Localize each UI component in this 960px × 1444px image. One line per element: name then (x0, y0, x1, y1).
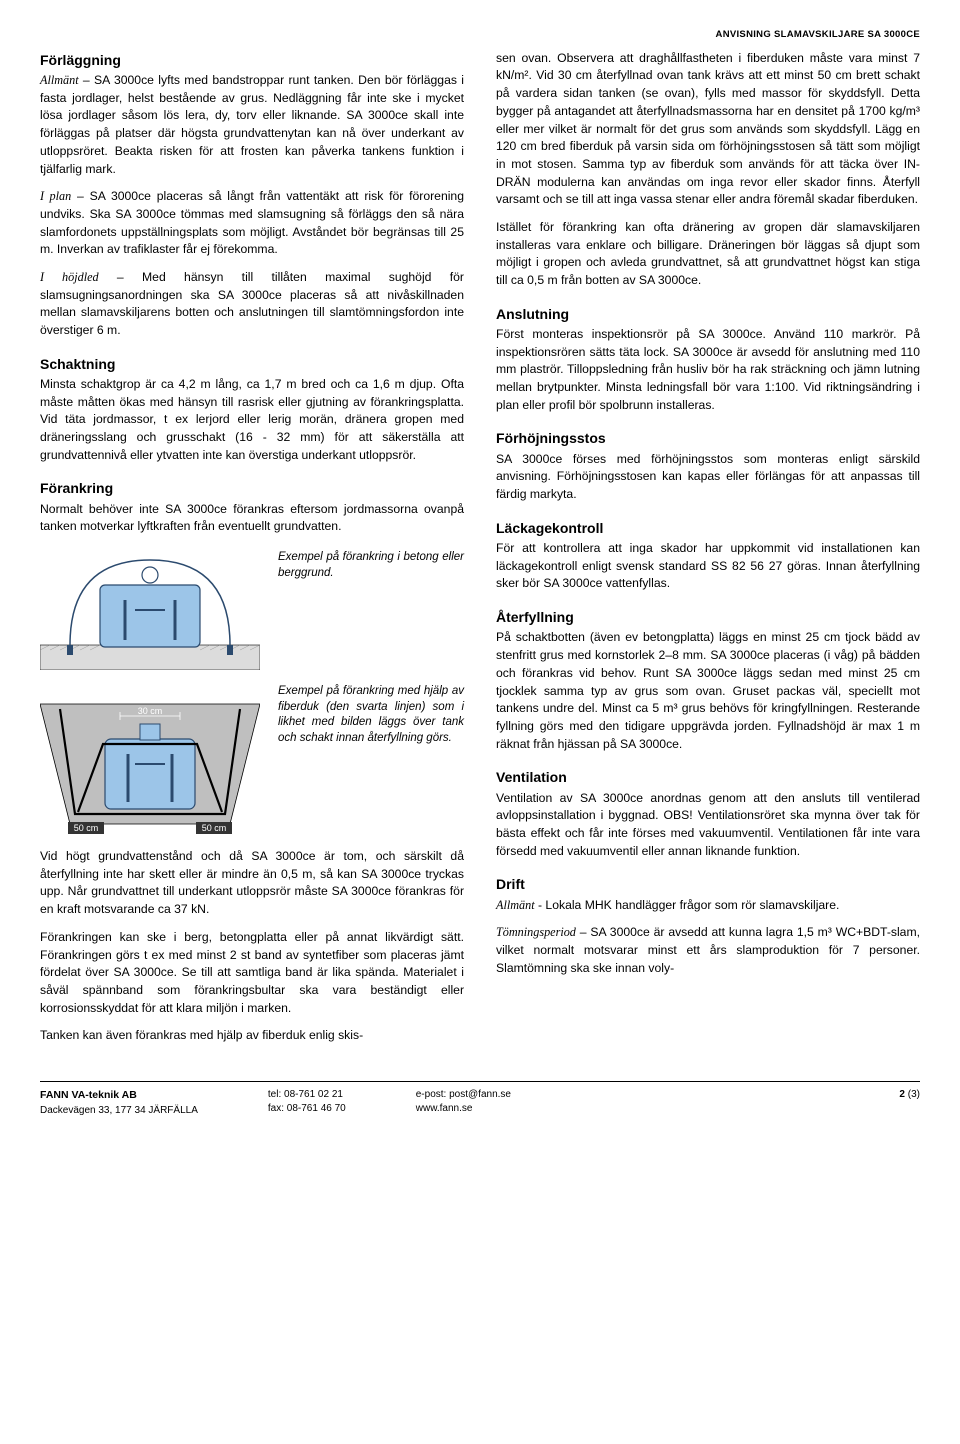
para-drift-allmant: Allmänt - Lokala MHK handlägger frågor s… (496, 897, 920, 915)
footer-company-block: FANN VA-teknik AB Dackevägen 33, 177 34 … (40, 1088, 198, 1119)
para-forankring: Normalt behöver inte SA 3000ce förankras… (40, 501, 464, 536)
para-anslutning: Först monteras inspektionsrör på SA 3000… (496, 326, 920, 414)
para-forankringen-ske: Förankringen kan ske i berg, betongplatt… (40, 929, 464, 1017)
heading-forhojning: Förhöjningsstos (496, 428, 920, 448)
heading-forankring: Förankring (40, 478, 464, 498)
dim-30cm: 30 cm (138, 706, 163, 716)
left-column: Förläggning Allmänt – SA 3000ce lyfts me… (40, 50, 464, 1055)
diagram-anchoring-fiberduk: 30 cm 50 cm 50 cm Exempel på förankring … (40, 684, 464, 834)
para-forlaggning-allmant: Allmänt – SA 3000ce lyfts med bandstropp… (40, 72, 464, 178)
caption-diagram1: Exempel på förankring i betong eller ber… (278, 550, 464, 581)
footer-web-block: e-post: post@fann.se www.fann.se (416, 1088, 511, 1119)
dim-50cm-left: 50 cm (74, 823, 99, 833)
diagram-anchoring-concrete: Exempel på förankring i betong eller ber… (40, 550, 464, 670)
caption-diagram2: Exempel på förankring med hjälp av fiber… (278, 684, 464, 746)
para-istallet: Istället för förankring kan ofta dräneri… (496, 219, 920, 290)
para-tanken-kan: Tanken kan även förankras med hjälp av f… (40, 1027, 464, 1045)
dim-50cm-right: 50 cm (202, 823, 227, 833)
runin-ihojdled: I höjdled (40, 270, 99, 284)
para-lackage: För att kontrollera att inga skador har … (496, 540, 920, 593)
para-hogt-grundvatten: Vid högt grundvattenstånd och då SA 3000… (40, 848, 464, 919)
heading-ventilation: Ventilation (496, 767, 920, 787)
runin-drift-allmant: Allmänt (496, 898, 535, 912)
footer-phone-block: tel: 08-761 02 21 fax: 08-761 46 70 (268, 1088, 346, 1119)
company-address: Dackevägen 33, 177 34 JÄRFÄLLA (40, 1104, 198, 1119)
para-ihojdled: I höjdled – Med hänsyn till tillåten max… (40, 269, 464, 340)
document-header: ANVISNING SLAMAVSKILJARE SA 3000CE (40, 28, 920, 42)
para-senovan: sen ovan. Observera att draghållfasthete… (496, 50, 920, 209)
page-footer: FANN VA-teknik AB Dackevägen 33, 177 34 … (40, 1081, 920, 1119)
para-forhojning: SA 3000ce förses med förhöjningsstos som… (496, 451, 920, 504)
heading-aterfyllning: Återfyllning (496, 607, 920, 627)
heading-lackage: Läckagekontroll (496, 518, 920, 538)
para-aterfyllning: På schaktbotten (även ev betongplatta) l… (496, 629, 920, 753)
company-name: FANN VA-teknik AB (40, 1088, 198, 1103)
para-iplan: I plan – SA 3000ce placeras så långt frå… (40, 188, 464, 259)
runin-iplan: I plan (40, 189, 71, 203)
para-schaktning: Minsta schaktgrop är ca 4,2 m lång, ca 1… (40, 376, 464, 464)
para-tomning: Tömningsperiod – SA 3000ce är avsedd att… (496, 924, 920, 977)
heading-schaktning: Schaktning (40, 354, 464, 374)
heading-anslutning: Anslutning (496, 304, 920, 324)
page-number: 2 (3) (899, 1088, 920, 1119)
runin-allmant: Allmänt (40, 73, 79, 87)
heading-drift: Drift (496, 874, 920, 894)
para-ventilation: Ventilation av SA 3000ce anordnas genom … (496, 790, 920, 861)
heading-forlaggning: Förläggning (40, 50, 464, 70)
right-column: sen ovan. Observera att draghållfasthete… (496, 50, 920, 1055)
runin-tomning: Tömningsperiod (496, 925, 576, 939)
